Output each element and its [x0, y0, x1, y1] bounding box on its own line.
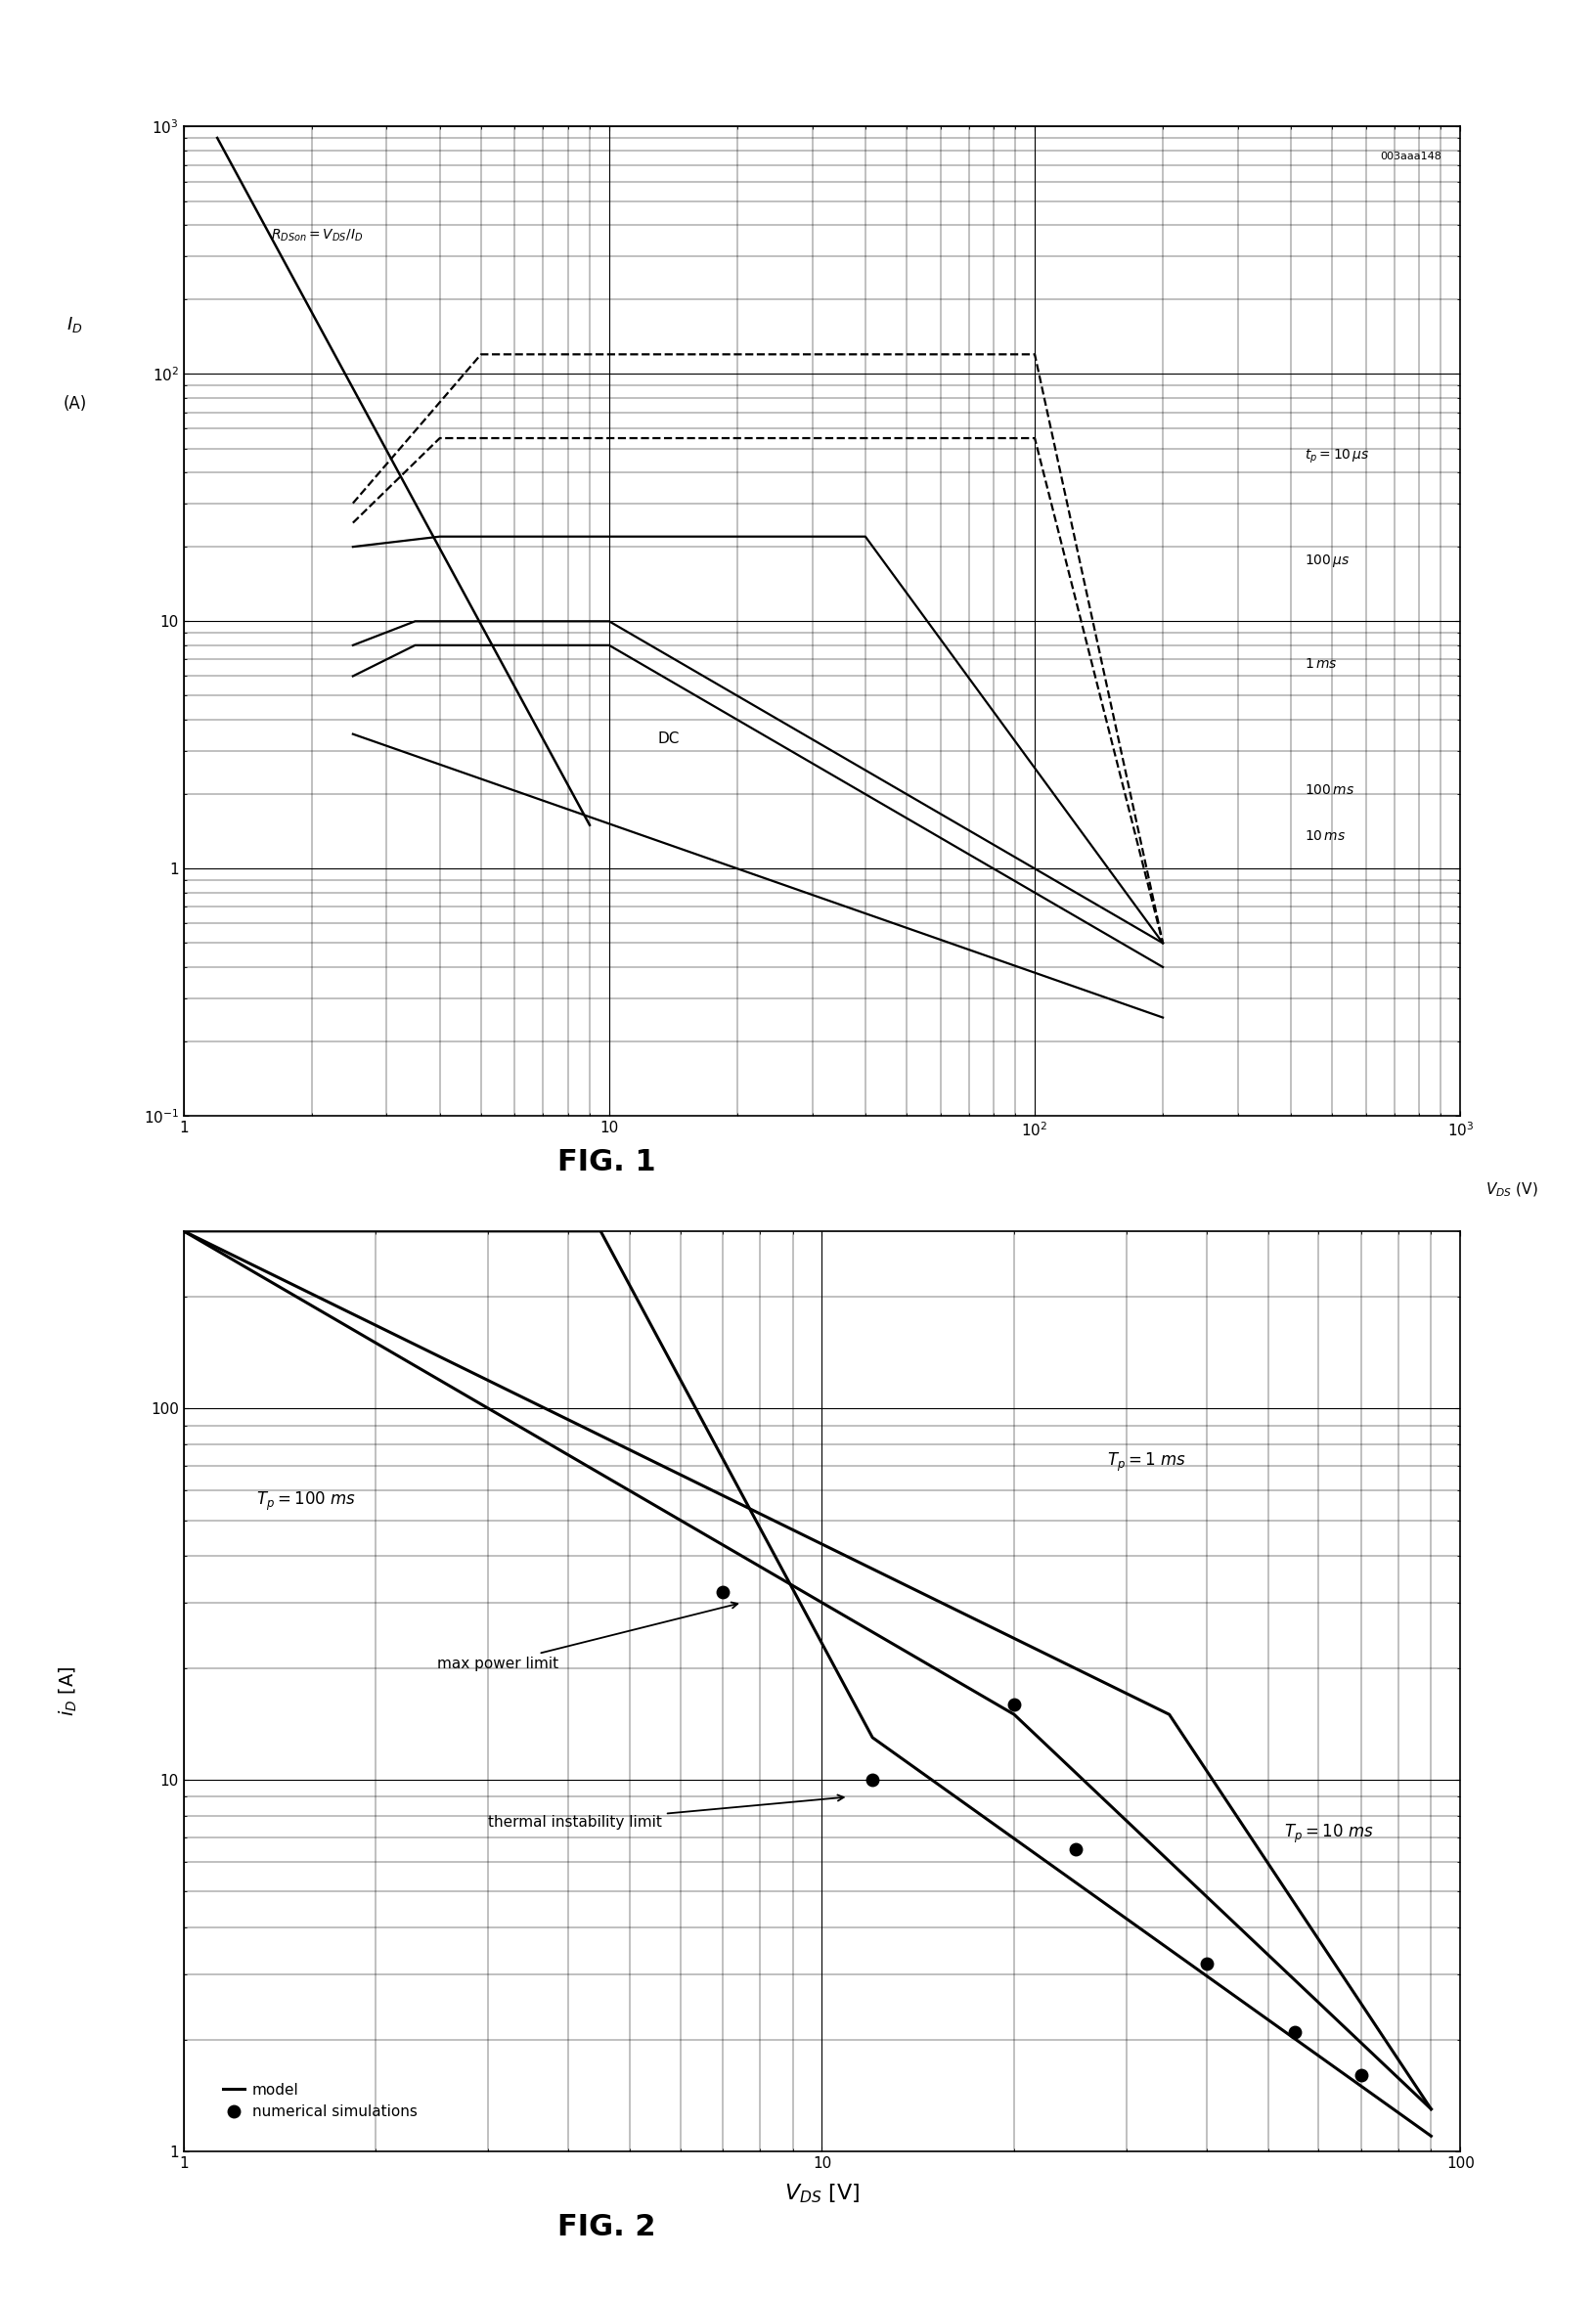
Text: DC: DC: [658, 732, 680, 746]
Text: FIG. 2: FIG. 2: [557, 2214, 656, 2241]
Text: 003aaa148: 003aaa148: [1379, 152, 1441, 161]
Text: thermal instability limit: thermal instability limit: [488, 1795, 844, 1829]
Text: $t_p = 10\,\mu s$: $t_p = 10\,\mu s$: [1304, 449, 1369, 465]
Text: $100\,\mu s$: $100\,\mu s$: [1304, 552, 1350, 568]
Text: $i_D$ [A]: $i_D$ [A]: [57, 1666, 80, 1717]
Text: $T_p=1\ ms$: $T_p=1\ ms$: [1108, 1452, 1186, 1473]
Text: FIG. 1: FIG. 1: [557, 1148, 656, 1176]
Text: $10\,ms$: $10\,ms$: [1304, 831, 1345, 844]
Text: $R_{DSon}=V_{DS}/I_D$: $R_{DSon}=V_{DS}/I_D$: [270, 228, 362, 244]
Text: $100\,ms$: $100\,ms$: [1304, 782, 1355, 796]
Text: $T_p=100\ ms$: $T_p=100\ ms$: [257, 1491, 356, 1512]
X-axis label: $V_{DS}$ [V]: $V_{DS}$ [V]: [784, 2181, 860, 2204]
Text: $T_p=10\ ms$: $T_p=10\ ms$: [1285, 1822, 1374, 1845]
Legend: model, numerical simulations: model, numerical simulations: [217, 2078, 423, 2126]
Text: $I_D$: $I_D$: [67, 315, 83, 334]
Text: $1\,ms$: $1\,ms$: [1304, 656, 1337, 670]
Text: max power limit: max power limit: [437, 1601, 737, 1671]
Text: (A): (A): [64, 396, 86, 412]
Text: $V_{DS}$ (V): $V_{DS}$ (V): [1486, 1180, 1539, 1199]
